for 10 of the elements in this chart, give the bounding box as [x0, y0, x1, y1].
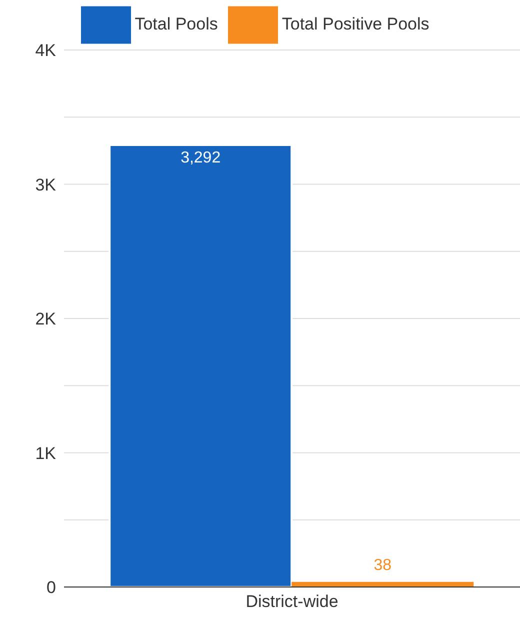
y-tick-label: 0 [46, 578, 56, 598]
data-label: 38 [374, 556, 392, 574]
legend-label: Total Positive Pools [282, 14, 430, 34]
y-tick-label: 2K [35, 310, 57, 329]
x-tick-label: District-wide [246, 592, 338, 612]
y-tick-label: 1K [35, 444, 57, 463]
legend-label: Total Pools [134, 14, 218, 34]
y-tick-label: 4K [35, 41, 57, 60]
data-label: 3,292 [180, 149, 221, 166]
y-tick-label: 3K [35, 175, 57, 194]
